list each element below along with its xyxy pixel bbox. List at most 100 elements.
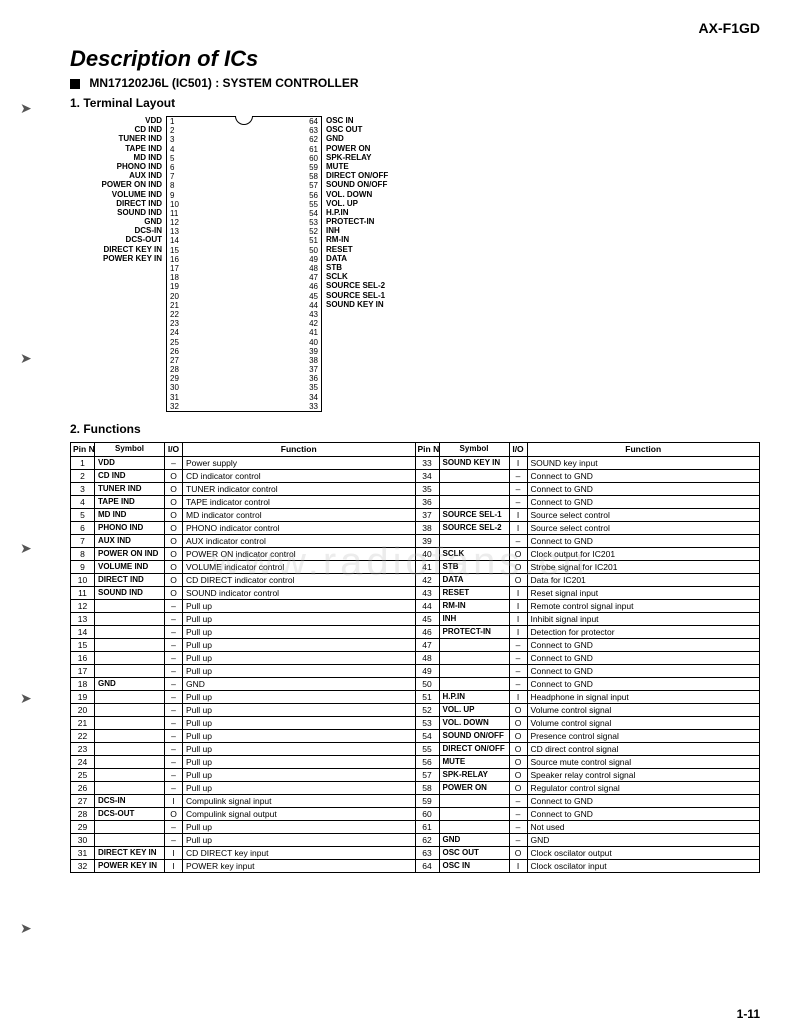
cell-fn: Connect to GND [527, 664, 760, 677]
pin-number-left: 8 [166, 181, 184, 190]
cell-fn: Regulator control signal [527, 781, 760, 794]
cell-sym: SCLK [439, 547, 509, 560]
pin-label-right: STB [322, 263, 412, 272]
cell-pin: 39 [415, 534, 439, 547]
cell-io: – [509, 820, 527, 833]
cell-fn: Clock oscilator input [527, 859, 760, 872]
cell-sym [95, 833, 165, 846]
cell-io: I [509, 456, 527, 469]
pin-number-right: 53 [304, 218, 322, 227]
pin-number-right: 51 [304, 236, 322, 245]
table-row: 2CD INDOCD indicator control34–Connect t… [71, 469, 760, 482]
pin-number-left: 24 [166, 328, 184, 337]
cell-fn: SOUND key input [527, 456, 760, 469]
cell-pin: 23 [71, 742, 95, 755]
cell-sym [95, 781, 165, 794]
col-io2: I/O [509, 443, 527, 457]
pin-number-right: 42 [304, 319, 322, 328]
pin-number-left: 6 [166, 163, 184, 172]
cell-pin: 19 [71, 690, 95, 703]
cell-pin: 64 [415, 859, 439, 872]
cell-pin: 29 [71, 820, 95, 833]
cell-pin: 28 [71, 807, 95, 820]
cell-sym: POWER ON [439, 781, 509, 794]
cell-io: – [165, 729, 183, 742]
pin-label-left: TUNER IND [90, 134, 166, 143]
cell-io: – [165, 677, 183, 690]
pin-number-left: 17 [166, 264, 184, 273]
cell-pin: 18 [71, 677, 95, 690]
square-bullet-icon [70, 79, 80, 89]
pin-label-left: CD IND [90, 125, 166, 134]
cell-pin: 45 [415, 612, 439, 625]
cell-io: I [509, 586, 527, 599]
cell-fn: Pull up [183, 768, 416, 781]
cell-pin: 47 [415, 638, 439, 651]
margin-mark: ➤ [20, 540, 32, 557]
cell-sym [439, 794, 509, 807]
pin-label-left: DCS-IN [90, 226, 166, 235]
cell-pin: 43 [415, 586, 439, 599]
table-row: 3TUNER INDOTUNER indicator control35–Con… [71, 482, 760, 495]
cell-io: O [165, 495, 183, 508]
pin-label-left: POWER KEY IN [90, 254, 166, 263]
cell-pin: 16 [71, 651, 95, 664]
table-row: 7AUX INDOAUX indicator control39–Connect… [71, 534, 760, 547]
cell-pin: 10 [71, 573, 95, 586]
cell-fn: TUNER indicator control [183, 482, 416, 495]
cell-fn: Compulink signal output [183, 807, 416, 820]
cell-fn: Reset signal input [527, 586, 760, 599]
cell-sym [439, 651, 509, 664]
cell-pin: 37 [415, 508, 439, 521]
cell-pin: 32 [71, 859, 95, 872]
cell-sym: SPK-RELAY [439, 768, 509, 781]
pin-number-right: 33 [304, 402, 322, 412]
cell-io: O [509, 846, 527, 859]
cell-sym [439, 495, 509, 508]
cell-io: – [165, 690, 183, 703]
pin-number-left: 12 [166, 218, 184, 227]
pin-number-right: 55 [304, 200, 322, 209]
cell-io: I [509, 625, 527, 638]
cell-fn: Pull up [183, 742, 416, 755]
cell-fn: Inhibit signal input [527, 612, 760, 625]
pin-number-left: 3 [166, 135, 184, 144]
cell-io: O [509, 755, 527, 768]
cell-fn: Connect to GND [527, 469, 760, 482]
margin-mark: ➤ [20, 920, 32, 937]
pin-number-left: 22 [166, 310, 184, 319]
cell-io: O [509, 560, 527, 573]
pin-label-right: PROTECT-IN [322, 217, 412, 226]
cell-pin: 26 [71, 781, 95, 794]
table-row: 11SOUND INDOSOUND indicator control43RES… [71, 586, 760, 599]
pin-label-right: SCLK [322, 272, 412, 281]
cell-pin: 14 [71, 625, 95, 638]
cell-fn: Connect to GND [527, 807, 760, 820]
cell-io: – [165, 651, 183, 664]
pin-number-left: 27 [166, 356, 184, 365]
cell-sym: OSC OUT [439, 846, 509, 859]
cell-sym: DATA [439, 573, 509, 586]
cell-fn: CD DIRECT indicator control [183, 573, 416, 586]
pin-label-left: GND [90, 217, 166, 226]
cell-sym [439, 820, 509, 833]
cell-sym: SOUND IND [95, 586, 165, 599]
pin-label-right: INH [322, 226, 412, 235]
table-row: 22–Pull up54SOUND ON/OFFOPresence contro… [71, 729, 760, 742]
cell-pin: 15 [71, 638, 95, 651]
cell-io: I [509, 612, 527, 625]
cell-pin: 61 [415, 820, 439, 833]
cell-pin: 8 [71, 547, 95, 560]
pin-number-right: 47 [304, 273, 322, 282]
cell-fn: MD indicator control [183, 508, 416, 521]
table-row: 14–Pull up46PROTECT-INIDetection for pro… [71, 625, 760, 638]
cell-fn: Pull up [183, 820, 416, 833]
pin-label-right: OSC OUT [322, 125, 412, 134]
cell-io: I [165, 794, 183, 807]
cell-sym [95, 703, 165, 716]
table-row: 30–Pull up62GND–GND [71, 833, 760, 846]
table-row: 24–Pull up56MUTEOSource mute control sig… [71, 755, 760, 768]
pin-label-left: VDD [90, 116, 166, 125]
cell-sym [95, 664, 165, 677]
ic-subtitle: MN171202J6L (IC501) : SYSTEM CONTROLLER [70, 76, 760, 90]
